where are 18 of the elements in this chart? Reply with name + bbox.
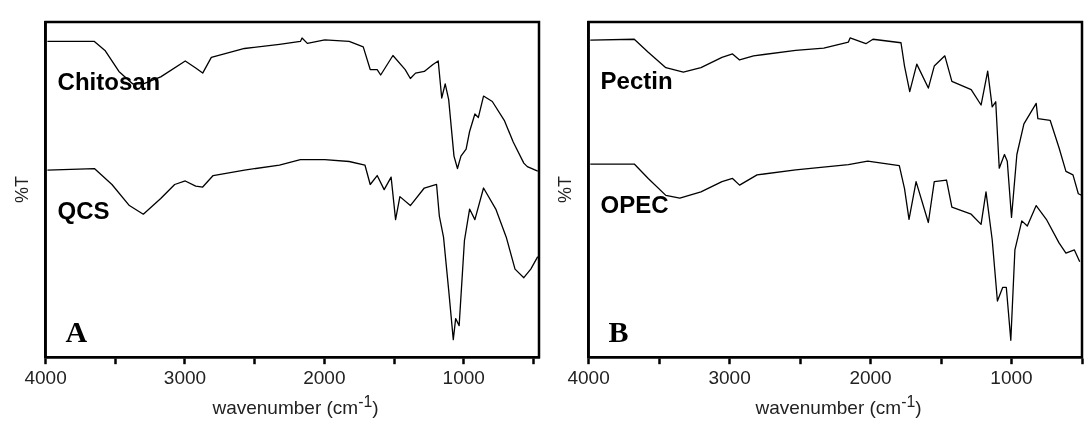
x-tick-label: 1000 <box>442 366 485 388</box>
series-label: Chitosan <box>57 68 161 96</box>
x-tick-label: 3000 <box>708 366 751 388</box>
x-axis-title: wavenumber (cm$^{-1}$) <box>754 393 923 420</box>
x-tick-label: 2000 <box>303 366 346 388</box>
x-axis-title: wavenumber (cm$^{-1}$) <box>211 393 380 420</box>
x-tick-label: 2000 <box>849 366 892 388</box>
series-label: OPEC <box>600 190 669 218</box>
y-axis-title: %T <box>554 176 575 204</box>
series-label: QCS <box>57 196 110 224</box>
x-tick-label: 4000 <box>24 366 67 388</box>
x-tick-label: 1000 <box>990 366 1033 388</box>
annotation: B <box>608 314 629 348</box>
annotation: A <box>65 314 88 348</box>
x-tick-label: 4000 <box>567 366 610 388</box>
y-axis-title: %T <box>11 176 32 204</box>
series-label: Pectin <box>600 66 673 94</box>
x-tick-label: 3000 <box>163 366 207 388</box>
